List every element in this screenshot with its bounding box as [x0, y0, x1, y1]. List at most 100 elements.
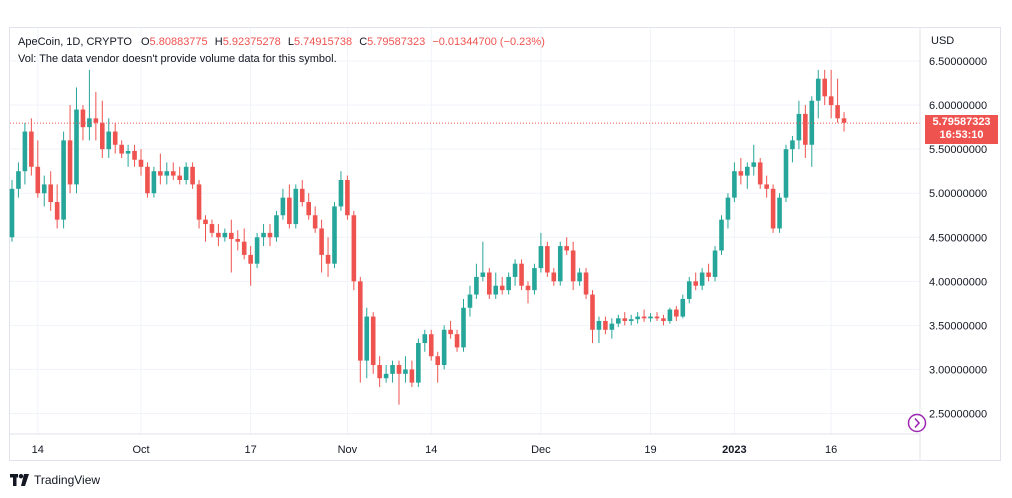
candle-body — [416, 342, 421, 383]
candle — [532, 263, 537, 295]
candle — [815, 69, 821, 119]
candle — [590, 290, 595, 343]
candle — [16, 162, 21, 198]
last-price-value: 5.79587323 — [932, 116, 991, 128]
candle — [499, 276, 505, 295]
candle-body — [545, 246, 550, 273]
tradingview-logo-icon — [10, 474, 29, 486]
candle-body — [506, 276, 511, 291]
candle — [616, 314, 621, 328]
candle — [22, 122, 28, 185]
candle-body — [358, 281, 363, 361]
candle — [764, 175, 769, 198]
low-label: L — [287, 36, 294, 48]
candle-body — [770, 188, 776, 229]
candle — [158, 153, 163, 185]
candle — [306, 193, 311, 220]
candle-body — [822, 78, 827, 97]
candle-body — [757, 162, 763, 185]
high-value: 5.92375278 — [222, 36, 281, 48]
high-label: H — [214, 36, 223, 48]
candle — [525, 281, 531, 304]
time-tick-label: 14 — [425, 444, 437, 456]
candle — [409, 360, 415, 388]
grid-lines — [10, 28, 920, 434]
candle — [809, 96, 815, 167]
candle-body — [609, 323, 615, 330]
candle-body — [428, 334, 434, 357]
candle-body — [390, 365, 395, 374]
candle-body — [622, 318, 628, 321]
time-tick-label: Oct — [132, 444, 149, 456]
candle — [293, 184, 299, 229]
candle-body — [796, 113, 802, 141]
candle-body — [525, 285, 531, 291]
candle — [403, 356, 408, 383]
candle-body — [661, 318, 666, 321]
candle — [674, 305, 679, 321]
candle — [332, 202, 337, 269]
volume-note: Vol: The data vendor doesn't provide vol… — [18, 53, 337, 65]
tradingview-logo[interactable]: TradingView — [10, 473, 100, 487]
candle-body — [764, 184, 769, 189]
candle-body — [138, 159, 144, 167]
candle — [564, 237, 569, 255]
candle — [654, 312, 660, 321]
candle — [428, 329, 434, 361]
candle-body — [299, 188, 305, 203]
candle-body — [351, 215, 357, 282]
candle — [280, 188, 286, 220]
candle-body — [564, 246, 569, 251]
candle-body — [183, 166, 189, 181]
candle-body — [396, 365, 402, 374]
candle-body — [151, 171, 157, 194]
candle-body — [80, 109, 86, 128]
candle-body — [745, 166, 750, 176]
candle-body — [403, 369, 408, 374]
candle-body — [712, 250, 718, 277]
candle-body — [635, 316, 640, 320]
candle-body — [654, 316, 660, 319]
candle — [583, 268, 589, 299]
candle-body — [519, 263, 524, 286]
candle-body — [35, 166, 41, 194]
symbol-title[interactable]: ApeCoin, 1D, CRYPTO — [18, 36, 132, 48]
candle-body — [686, 281, 692, 299]
candle-body — [345, 180, 350, 216]
candles — [9, 69, 847, 405]
candle-body — [332, 206, 337, 264]
candle-body — [41, 184, 47, 194]
candle-body — [170, 171, 176, 176]
close-label: C — [359, 36, 368, 48]
candle — [93, 91, 99, 141]
candle-body — [119, 144, 124, 154]
candle-body — [461, 307, 466, 348]
candle-body — [209, 224, 215, 233]
candle-body — [93, 118, 99, 123]
candle — [506, 272, 511, 295]
candle-body — [325, 254, 331, 264]
time-tick-label: 14 — [32, 444, 44, 456]
candle — [119, 140, 124, 158]
candle-body — [125, 150, 131, 154]
chart-frame[interactable] — [9, 27, 1001, 461]
candle — [557, 241, 563, 286]
candle — [48, 171, 53, 211]
change-value: −0.01344700 (−0.23%) — [432, 36, 545, 48]
candle-body — [538, 246, 544, 269]
candle — [74, 87, 79, 194]
candle — [274, 210, 279, 242]
go-to-latest-icon[interactable] — [907, 413, 927, 433]
candle — [112, 122, 118, 154]
candle-body — [87, 118, 92, 128]
candle — [383, 365, 389, 383]
candle — [358, 276, 363, 383]
currency-label[interactable]: USD — [931, 35, 955, 47]
time-tick-label: Nov — [338, 444, 358, 456]
candle — [216, 224, 221, 247]
candle — [196, 180, 202, 229]
candle — [661, 314, 666, 326]
candle — [545, 241, 550, 277]
candle-body — [693, 281, 698, 286]
